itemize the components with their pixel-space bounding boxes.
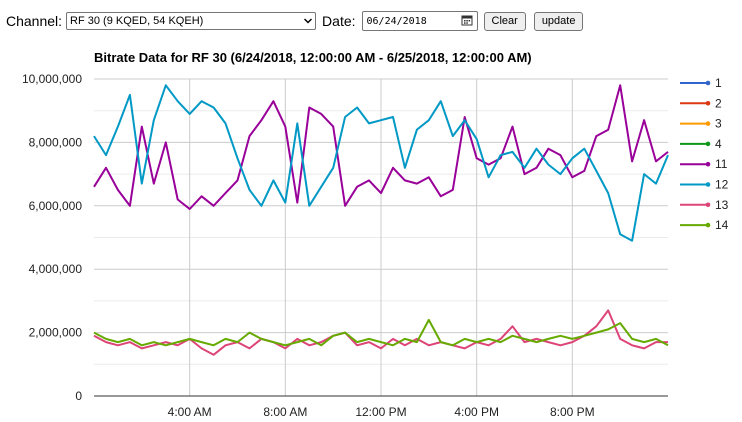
y-axis-labels: 0 2,000,000 4,000,000 6,000,000 8,000,000 10,… <box>22 72 82 403</box>
legend-marker <box>705 101 711 106</box>
legend-label: 12 <box>715 178 729 192</box>
channel-select[interactable]: RF 30 (9 KQED, 54 KQEH) <box>66 12 317 30</box>
legend-label: 2 <box>715 96 722 110</box>
x-axis-labels: 4:00 AM 8:00 AM 12:00 PM 4:00 PM 8:00 PM <box>168 405 595 419</box>
series-line-11 <box>93 84 669 210</box>
legend-item-2: 2 <box>680 96 722 110</box>
update-button[interactable]: update <box>533 11 584 31</box>
y-tick-label: 8,000,000 <box>29 135 83 149</box>
legend-marker <box>705 141 711 147</box>
series-line-14 <box>93 318 669 347</box>
x-tick-label: 4:00 PM <box>454 405 499 419</box>
legend-label: 13 <box>715 198 729 212</box>
channel-label: Channel: <box>6 13 63 29</box>
y-tick-label: 4,000,000 <box>29 262 83 276</box>
x-tick-label: 12:00 PM <box>355 405 406 419</box>
legend-label: 3 <box>715 117 722 131</box>
legend-marker <box>705 222 711 228</box>
legend-item-14: 14 <box>680 218 729 232</box>
x-tick-label: 8:00 PM <box>550 405 595 419</box>
x-tick-label: 4:00 AM <box>168 405 212 419</box>
y-tick-label: 10,000,000 <box>22 72 82 86</box>
legend-item-1: 1 <box>680 76 722 90</box>
legend-label: 4 <box>715 137 722 151</box>
date-label: Date: <box>322 13 356 29</box>
legend-item-13: 13 <box>680 198 729 212</box>
channel-select-value: RF 30 (9 KQED, 54 KQEH) <box>70 15 204 27</box>
chart-title: Bitrate Data for RF 30 (6/24/2018, 12:00… <box>94 50 532 65</box>
clear-button[interactable]: Clear <box>483 11 526 31</box>
legend-item-3: 3 <box>680 117 722 131</box>
legend-label: 11 <box>715 157 728 171</box>
calendar-icon[interactable] <box>461 14 473 29</box>
legend-marker <box>705 182 711 187</box>
series-line-12 <box>93 84 669 242</box>
series-lines <box>93 84 669 356</box>
legend-marker <box>705 80 711 86</box>
chevron-down-icon <box>304 17 313 25</box>
date-input[interactable]: 06/24/2018 <box>361 11 478 31</box>
legend-label: 1 <box>715 76 722 90</box>
legend-item-12: 12 <box>680 178 729 192</box>
y-tick-label: 2,000,000 <box>29 326 83 340</box>
chart-grid <box>94 78 668 397</box>
legend-marker <box>705 161 711 167</box>
y-tick-label: 6,000,000 <box>29 199 83 213</box>
legend-marker <box>705 202 711 208</box>
legend-item-11: 11 <box>680 157 728 171</box>
x-tick-label: 8:00 AM <box>263 405 307 419</box>
date-input-value: 06/24/2018 <box>366 15 427 27</box>
legend-label: 14 <box>715 218 729 232</box>
legend-marker <box>705 121 711 126</box>
legend-item-4: 4 <box>680 137 722 151</box>
toolbar: Channel: RF 30 (9 KQED, 54 KQEH) Date: 0… <box>6 8 591 34</box>
y-tick-label: 0 <box>75 389 82 403</box>
